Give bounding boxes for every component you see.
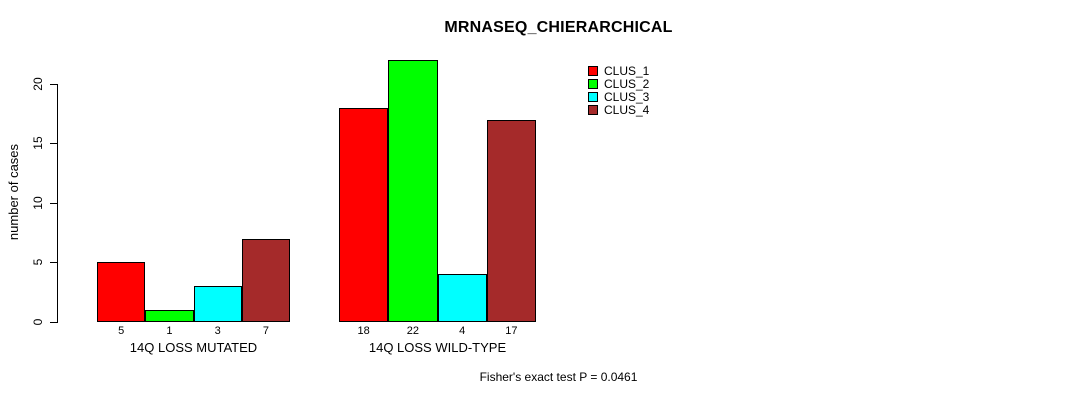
legend-swatch-icon [588, 78, 598, 89]
bar-clus_1-g2 [339, 107, 389, 322]
y-axis-tick-label: 20 [31, 77, 45, 91]
legend-swatch-icon [588, 91, 598, 102]
y-axis-tick [50, 262, 57, 264]
legend-swatch-icon [588, 104, 598, 115]
bar-clus_3-g1 [193, 286, 242, 322]
bar-value-label: 22 [406, 325, 419, 337]
legend-item-clus_3: CLUS_3 [588, 90, 649, 103]
bar-value-label: 3 [214, 325, 221, 337]
bar-clus_3-g2 [437, 274, 487, 322]
legend-label: CLUS_3 [604, 89, 650, 104]
legend-swatch-icon [588, 65, 598, 76]
y-axis-tick [50, 143, 57, 145]
y-axis-tick [50, 202, 57, 204]
legend-item-clus_2: CLUS_2 [588, 77, 649, 90]
legend-label: CLUS_1 [604, 63, 650, 78]
bar-value-label: 17 [505, 325, 518, 337]
y-axis-line [57, 84, 58, 323]
y-axis-tick-label: 0 [31, 318, 45, 326]
bar-value-label: 5 [118, 325, 125, 337]
legend: CLUS_1 CLUS_2 CLUS_3 CLUS_4 [588, 64, 649, 116]
bar-clus_4-g1 [241, 238, 290, 322]
legend-item-clus_4: CLUS_4 [588, 103, 649, 116]
category-label: 14Q LOSS MUTATED [129, 340, 258, 355]
fisher-test-note: Fisher's exact test P = 0.0461 [479, 370, 638, 384]
legend-label: CLUS_2 [604, 76, 650, 91]
chart-title: MRNASEQ_CHIERARCHICAL [444, 19, 673, 36]
y-axis-tick-label: 15 [31, 136, 45, 151]
y-axis-tick-label: 10 [31, 196, 45, 210]
bar-value-label: 7 [262, 325, 269, 337]
y-axis-tick-label: 5 [31, 259, 45, 266]
legend-item-clus_1: CLUS_1 [588, 64, 649, 77]
legend-label: CLUS_4 [604, 102, 650, 117]
bar-value-label: 18 [357, 325, 370, 337]
bar-clus_2-g2 [388, 60, 438, 322]
bar-clus_4-g2 [486, 119, 536, 322]
bar-value-label: 1 [166, 325, 173, 337]
y-axis-tick [50, 322, 57, 323]
bar-value-label: 4 [459, 325, 466, 337]
y-axis-tick [50, 83, 57, 85]
bar-clus_1-g1 [97, 262, 146, 322]
category-label: 14Q LOSS WILD-TYPE [368, 340, 507, 355]
bar-clus_2-g1 [145, 310, 194, 322]
